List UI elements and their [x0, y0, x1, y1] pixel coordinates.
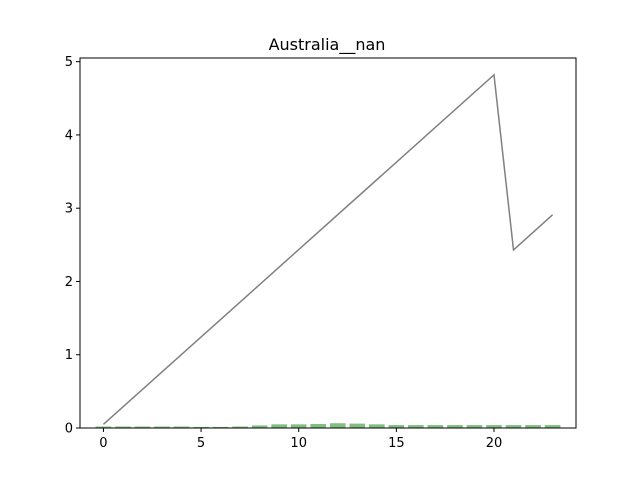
- x-tick-label: 5: [197, 436, 205, 451]
- y-tick-label: 0: [65, 422, 73, 437]
- bar: [388, 425, 405, 428]
- y-tick-label: 4: [65, 128, 73, 143]
- bars-layer: [95, 423, 561, 428]
- bar: [544, 425, 561, 428]
- bar: [486, 425, 502, 428]
- bar: [251, 425, 268, 428]
- x-tick-label: 20: [486, 436, 503, 451]
- bar: [505, 425, 522, 428]
- bar: [154, 426, 170, 428]
- bar: [193, 426, 209, 428]
- bar: [115, 426, 131, 428]
- y-tick-label: 5: [65, 55, 73, 70]
- bar: [232, 426, 248, 428]
- bar: [271, 424, 287, 428]
- bar: [95, 426, 112, 428]
- bar: [329, 423, 346, 428]
- bar: [466, 425, 483, 428]
- chart-title: Australia__nan: [269, 35, 386, 55]
- bar: [212, 426, 229, 428]
- bar: [447, 425, 463, 428]
- series-line: [102, 73, 554, 425]
- x-axis: 0 5 10 15 20: [99, 428, 502, 451]
- x-tick-label: 10: [290, 436, 307, 451]
- bar: [427, 425, 444, 428]
- line-layer: [102, 73, 554, 425]
- bar: [310, 423, 327, 428]
- y-tick-label: 1: [65, 348, 73, 363]
- y-tick-label: 2: [65, 275, 73, 290]
- x-tick-label: 0: [99, 436, 107, 451]
- bar: [525, 425, 541, 428]
- bar: [290, 424, 307, 428]
- plot-frame: [79, 57, 577, 429]
- bar: [173, 426, 190, 428]
- x-tick-label: 15: [388, 436, 405, 451]
- y-axis: 0 1 2 3 4 5: [65, 55, 80, 437]
- bar: [134, 426, 151, 428]
- y-tick-label: 3: [65, 202, 73, 217]
- bar: [408, 425, 424, 428]
- bar: [349, 423, 366, 428]
- bar: [369, 424, 385, 428]
